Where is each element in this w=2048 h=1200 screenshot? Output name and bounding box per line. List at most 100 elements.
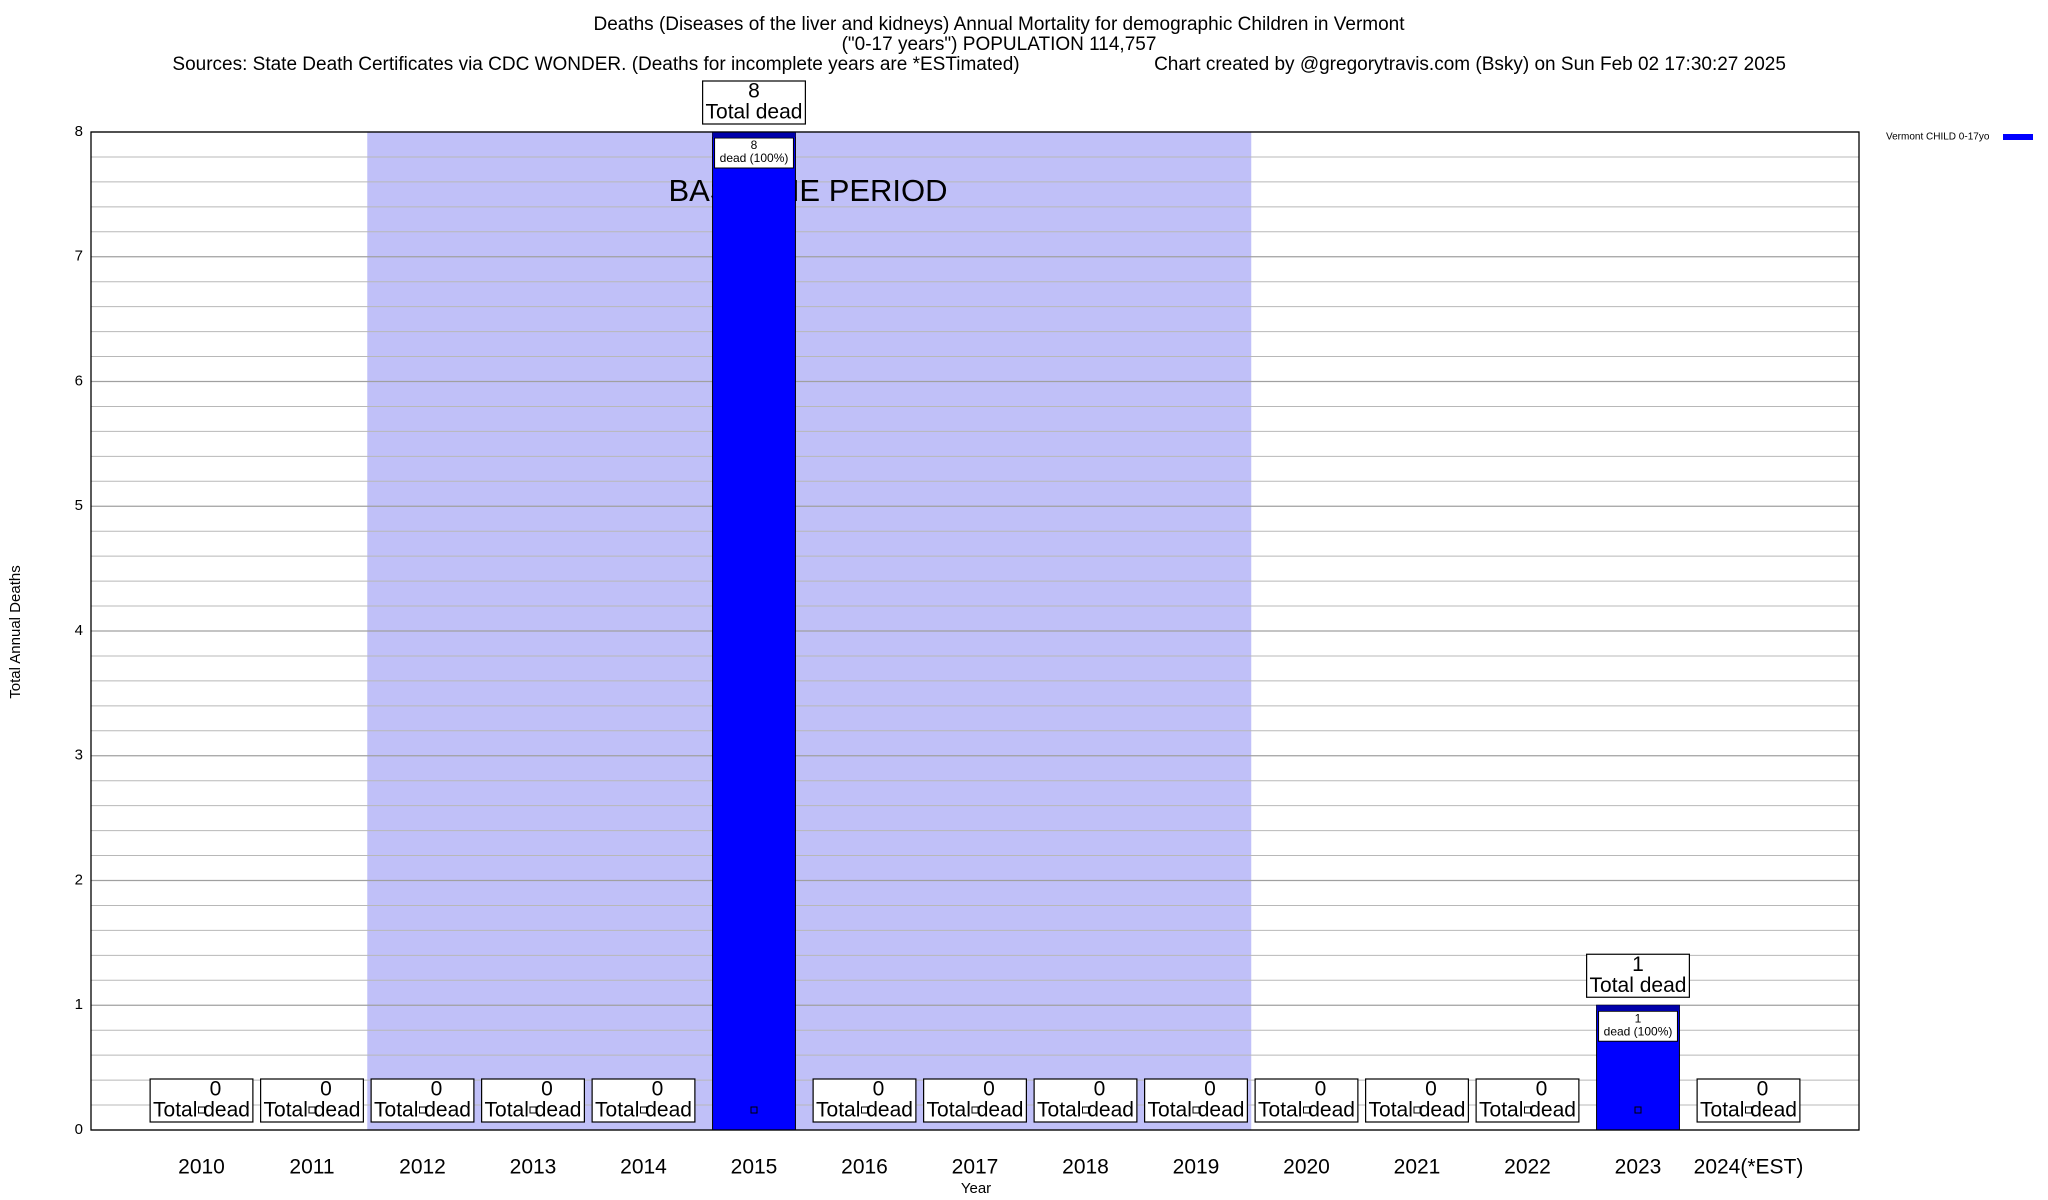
value-label-box [1365, 1078, 1469, 1123]
x-tick-mark [971, 1106, 979, 1114]
x-tick-label: 2021 [1394, 1156, 1441, 1179]
x-tick-mark [308, 1106, 316, 1114]
x-tick-label: 2017 [952, 1156, 999, 1179]
value-label-box [923, 1078, 1027, 1123]
y-tick-label: 2 [75, 871, 83, 888]
bar-cap [712, 132, 796, 137]
value-label-box [1033, 1078, 1138, 1123]
value-label: 0 [873, 1078, 885, 1101]
total-label: Total dead [1700, 1099, 1797, 1122]
value-label: 0 [652, 1078, 664, 1101]
value-label-box [149, 1078, 254, 1123]
x-tick-label: 2019 [1173, 1156, 1220, 1179]
y-axis-label: Total Annual Deaths [7, 565, 24, 698]
value-label: 0 [210, 1078, 222, 1101]
x-tick-mark [1745, 1106, 1752, 1114]
total-label: Total dead [1479, 1099, 1576, 1122]
x-tick-mark [750, 1106, 758, 1114]
credit: Chart created by @gregorytravis.com (Bsk… [1154, 54, 1786, 75]
x-tick-mark [1634, 1106, 1642, 1114]
plot-frame [90, 131, 1860, 1131]
inner-value-label: 8 [751, 138, 758, 152]
x-tick-mark [1524, 1106, 1531, 1114]
total-label: Total dead [264, 1099, 361, 1122]
value-label: 8 [748, 80, 760, 103]
x-tick-label: 2014 [620, 1156, 667, 1179]
value-label: 0 [1425, 1078, 1437, 1101]
shaded-region-label: BASELINE PERIOD [668, 173, 947, 208]
x-tick-label: 2023 [1615, 1156, 1662, 1179]
value-label: 0 [320, 1078, 332, 1101]
x-tick-mark [1303, 1106, 1310, 1114]
value-label: 0 [1204, 1078, 1216, 1101]
x-tick-label: 2024(*EST) [1694, 1156, 1804, 1179]
y-tick-label: 7 [75, 248, 83, 265]
value-label-box [1254, 1078, 1359, 1123]
x-axis-label: Year [961, 1180, 991, 1197]
x-tick-mark [861, 1106, 868, 1114]
value-label-box [370, 1078, 475, 1123]
bar-cap [1596, 1005, 1680, 1011]
total-label: Total dead [1369, 1099, 1466, 1122]
x-tick-label: 2011 [289, 1156, 334, 1179]
value-label: 0 [1094, 1078, 1106, 1101]
x-tick-mark [529, 1106, 537, 1114]
total-label: Total dead [1148, 1099, 1245, 1122]
value-label: 0 [1757, 1078, 1769, 1101]
y-tick-label: 5 [75, 497, 83, 514]
x-tick-label: 2015 [731, 1156, 778, 1179]
total-label: Total dead [1590, 974, 1687, 997]
value-label: 0 [431, 1078, 443, 1101]
value-label-box [1144, 1078, 1248, 1123]
x-tick-label: 2010 [178, 1156, 225, 1179]
total-label: Total dead [374, 1099, 471, 1122]
x-tick-mark [1082, 1106, 1089, 1114]
value-label-box [702, 80, 806, 125]
value-label: 0 [1536, 1078, 1548, 1101]
y-tick-label: 4 [75, 622, 83, 639]
x-tick-label: 2020 [1283, 1156, 1330, 1179]
x-tick-label: 2018 [1062, 1156, 1109, 1179]
total-label: Total dead [153, 1099, 250, 1122]
total-label: Total dead [1037, 1099, 1134, 1122]
y-tick-label: 8 [75, 123, 83, 140]
inner-value-label: 1 [1635, 1011, 1642, 1025]
x-tick-label: 2012 [399, 1156, 446, 1179]
value-label-box [481, 1078, 585, 1123]
bar [712, 131, 796, 1131]
y-tick-label: 6 [75, 372, 83, 389]
y-tick-label: 0 [75, 1121, 83, 1138]
value-label-box [1586, 953, 1690, 998]
total-label: Total dead [485, 1099, 582, 1122]
inner-share-label: dead (100%) [720, 151, 789, 165]
value-label: 1 [1632, 953, 1644, 976]
x-tick-mark [640, 1106, 647, 1114]
total-label: Total dead [816, 1099, 913, 1122]
x-tick-mark [198, 1106, 205, 1114]
legend-label: Vermont CHILD 0-17yo [1886, 132, 1990, 143]
y-tick-label: 1 [75, 996, 83, 1013]
value-label: 0 [983, 1078, 995, 1101]
chart-title: Deaths (Diseases of the liver and kidney… [593, 14, 1405, 35]
x-tick-label: 2013 [510, 1156, 557, 1179]
inner-label-box [1598, 1010, 1678, 1042]
inner-label-box [714, 137, 794, 169]
total-label: Total dead [1258, 1099, 1355, 1122]
total-label: Total dead [706, 101, 803, 124]
x-tick-mark [419, 1106, 426, 1114]
value-label-box [812, 1078, 917, 1123]
value-label-box [1696, 1078, 1801, 1123]
value-label: 0 [541, 1078, 553, 1101]
inner-share-label: dead (100%) [1604, 1024, 1673, 1038]
total-label: Total dead [927, 1099, 1024, 1122]
value-label: 0 [1315, 1078, 1327, 1101]
total-label: Total dead [595, 1099, 692, 1122]
chart-subtitle: ("0-17 years") POPULATION 114,757 [842, 34, 1157, 55]
x-tick-label: 2022 [1504, 1156, 1551, 1179]
value-label-box [1475, 1078, 1580, 1123]
y-tick-label: 3 [75, 747, 83, 764]
sources: Sources: State Death Certificates via CD… [172, 54, 1019, 75]
value-label-box [260, 1078, 364, 1123]
